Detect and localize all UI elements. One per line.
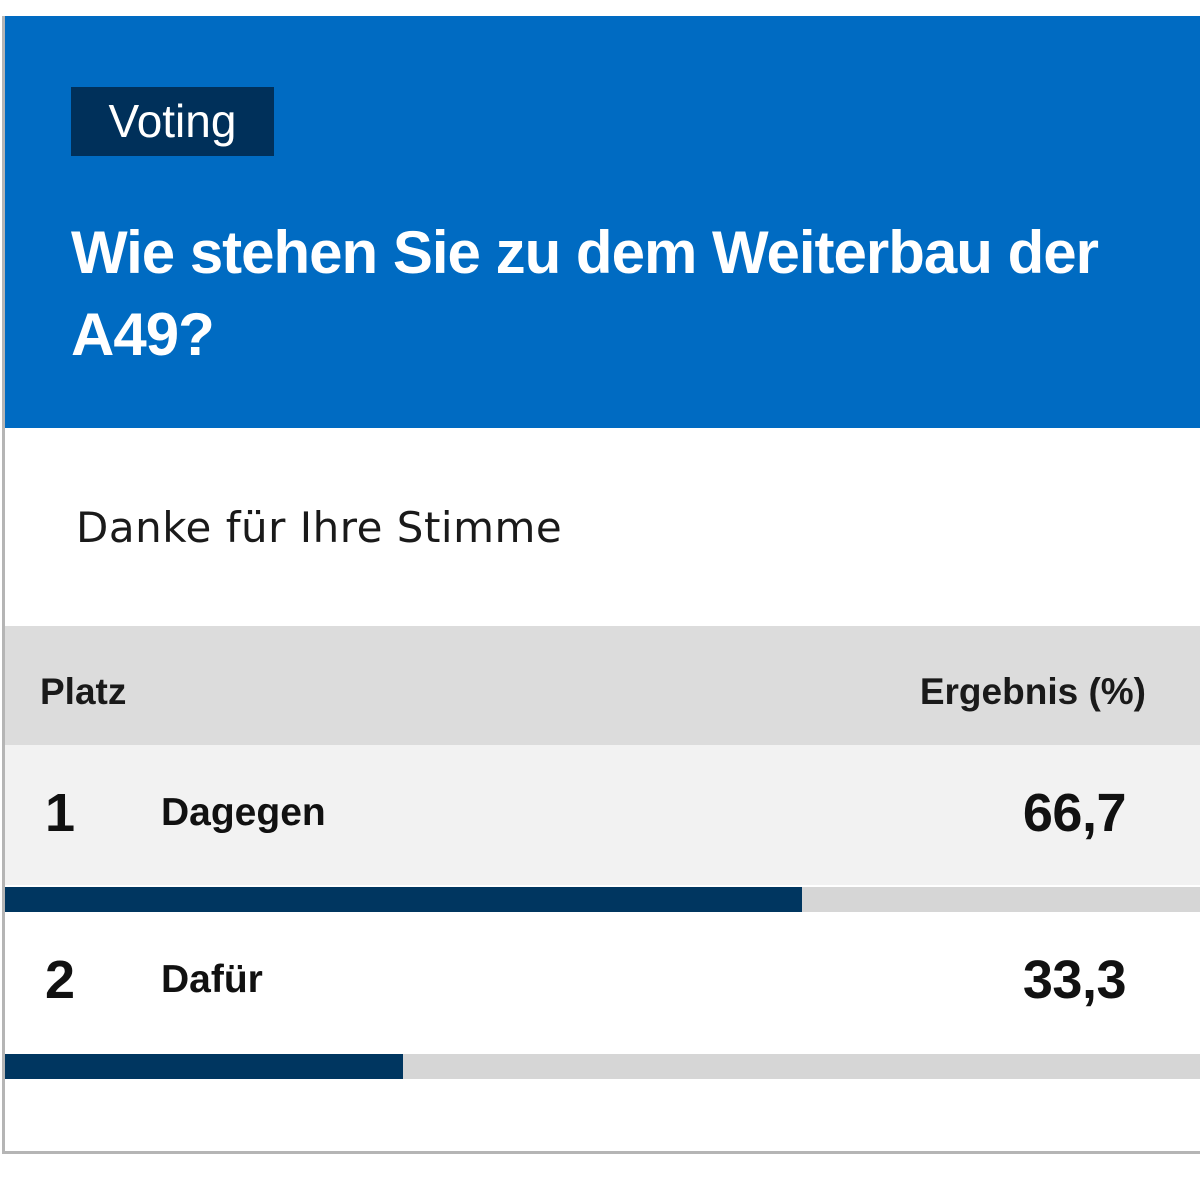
thank-you-message: Danke für Ihre Stimme: [76, 503, 563, 552]
result-bar-track: [5, 885, 1200, 912]
result-percentage: 33,3: [1022, 950, 1127, 1010]
result-row-dafuer: 2 Dafür 33,3: [5, 912, 1200, 1079]
column-header-rank: Platz: [40, 671, 127, 712]
column-header-result: Ergebnis (%): [919, 671, 1146, 712]
result-rank: 2: [45, 950, 76, 1010]
result-option-label: Dagegen: [161, 791, 326, 834]
result-row-dagegen: 1 Dagegen 66,7: [5, 745, 1200, 912]
result-rank: 1: [45, 783, 76, 843]
poll-question: Wie stehen Sie zu dem Weiterbau der A49?: [71, 219, 1099, 368]
voting-widget: Voting Wie stehen Sie zu dem Weiterbau d…: [2, 16, 1200, 1154]
results-table-header: Platz Ergebnis (%): [5, 626, 1200, 745]
result-bar-track: [5, 1052, 1200, 1079]
voting-tag-background: [71, 87, 274, 156]
result-bar-fill: [5, 887, 803, 912]
result-bar-fill: [5, 1054, 403, 1079]
result-percentage: 66,7: [1022, 783, 1127, 843]
voting-header: Voting Wie stehen Sie zu dem Weiterbau d…: [5, 16, 1200, 428]
voting-tag: Voting: [108, 95, 237, 147]
result-option-label: Dafür: [161, 958, 263, 1001]
